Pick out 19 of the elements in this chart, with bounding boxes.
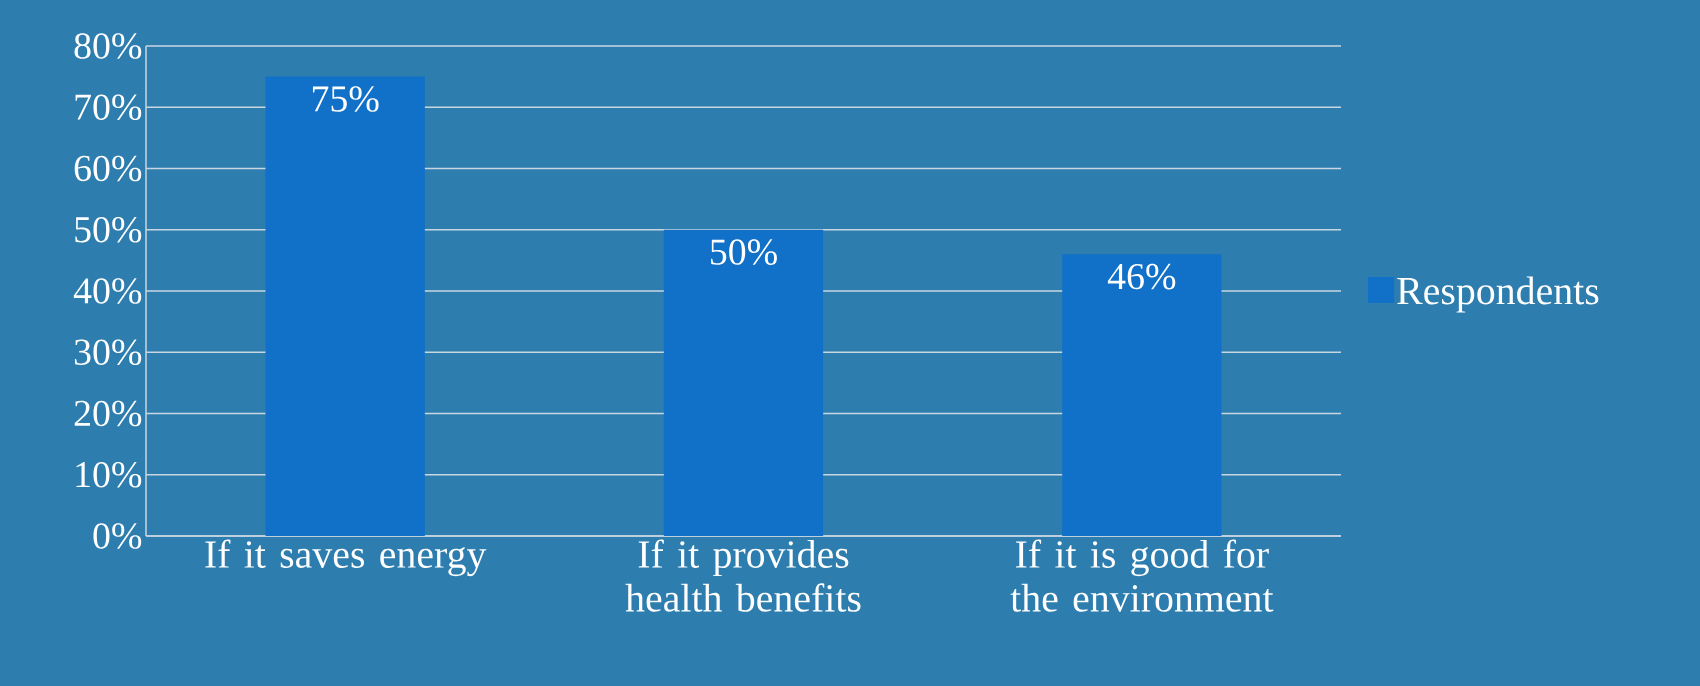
- data-label: 75%: [312, 86, 379, 112]
- y-tick-label: 60%: [74, 155, 142, 182]
- x-tick-label: If it provides health benefits: [625, 539, 861, 612]
- x-tick-label: If it is good for the environment: [1010, 539, 1274, 612]
- x-tick-label: If it saves energy: [205, 539, 487, 577]
- y-tick-label: 10%: [76, 461, 142, 488]
- data-label: 46%: [1107, 263, 1176, 290]
- data-label: 50%: [711, 239, 777, 265]
- y-tick-label: 0%: [93, 523, 142, 549]
- y-tick-label: 40%: [73, 278, 142, 304]
- legend-label: Respondents: [1397, 276, 1599, 313]
- bar: [1062, 254, 1222, 536]
- bar: [663, 229, 824, 536]
- y-tick-label: 70%: [75, 94, 142, 121]
- bar: [265, 76, 425, 536]
- y-tick-label: 20%: [74, 400, 142, 427]
- y-tick-label: 80%: [74, 33, 142, 59]
- y-tick-label: 30%: [74, 339, 142, 366]
- y-tick-label: 50%: [75, 216, 142, 243]
